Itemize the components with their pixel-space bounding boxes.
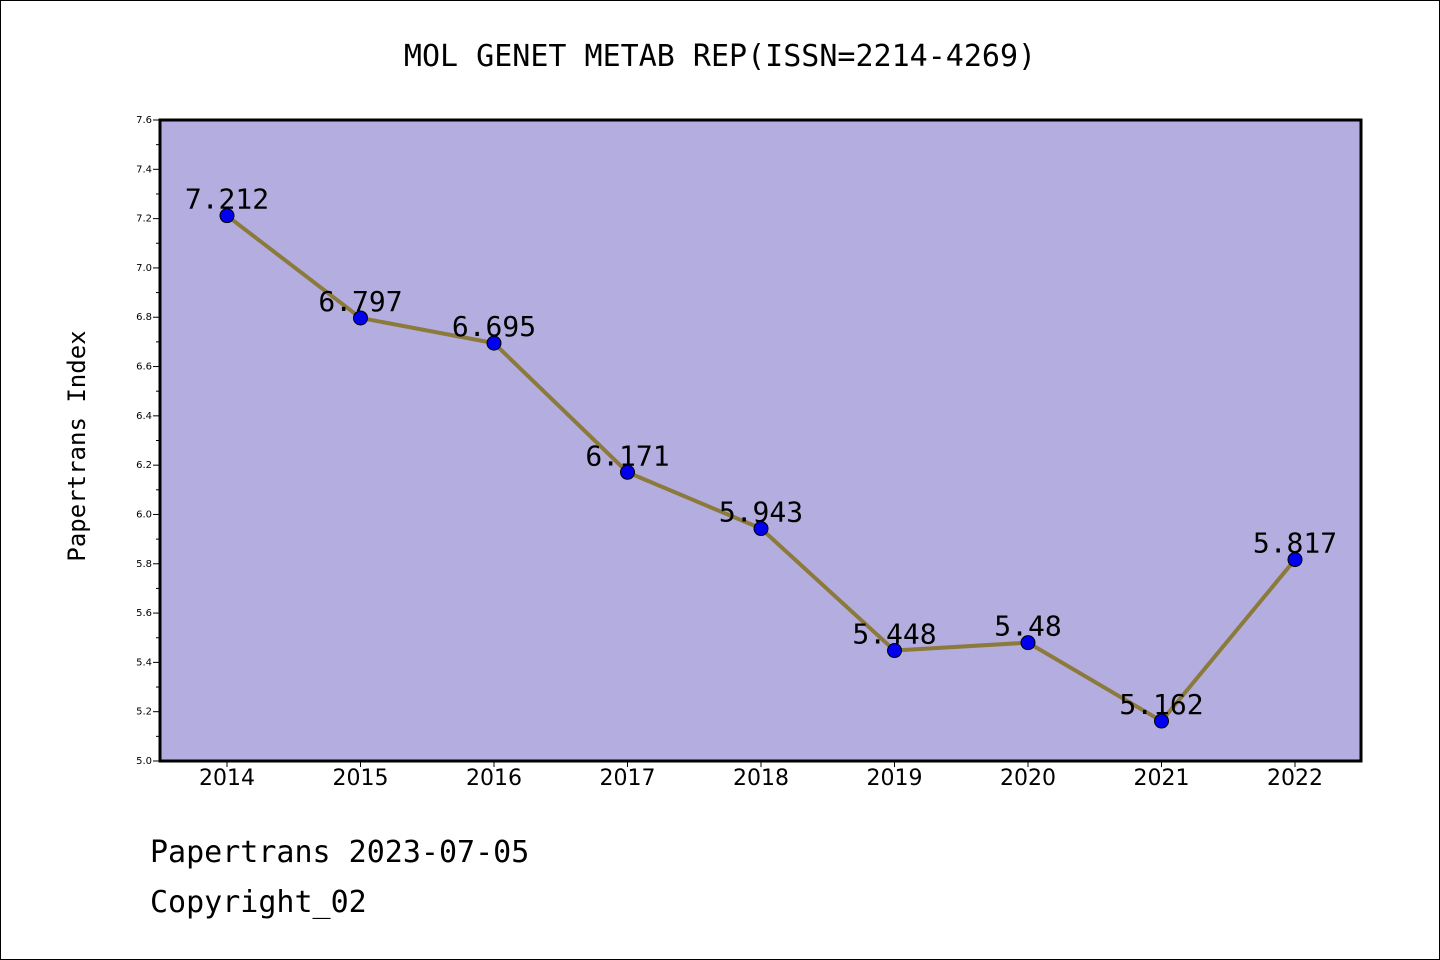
footer-date-text: Papertrans 2023-07-05: [150, 835, 530, 870]
x-tick-label: 2018: [733, 766, 789, 791]
series-layer: 7.212 6.797 6.695 6.171 5.943 5.448 5.48 5.162 5…: [185, 183, 1337, 729]
x-tick-label: 2021: [1134, 766, 1190, 791]
data-point: [753, 521, 769, 537]
x-tick-label: 2022: [1267, 766, 1323, 791]
y-tick-label: 7.6: [136, 115, 152, 126]
chart-title: MOL GENET METAB REP(ISSN=2214-4269): [404, 39, 1036, 74]
y-tick-label: 6.2: [136, 460, 152, 471]
y-axis-label: Papertrans Index: [63, 330, 91, 561]
y-tick-label: 7.0: [136, 263, 152, 274]
data-point: [353, 310, 368, 326]
x-tick-label: 2014: [199, 766, 255, 791]
data-label: 7.212: [185, 183, 269, 216]
data-label: 6.797: [318, 285, 402, 318]
y-tick-label: 5.4: [136, 657, 152, 668]
data-label: 5.162: [1119, 688, 1203, 721]
data-point: [486, 335, 502, 351]
data-point: [620, 464, 635, 480]
y-tick-label: 7.4: [136, 164, 152, 175]
y-tick-label: 5.0: [136, 756, 152, 767]
y-tick-label: 7.2: [136, 214, 152, 225]
data-point: [887, 643, 902, 659]
data-label: 5.48: [994, 610, 1061, 643]
data-point: [219, 208, 235, 224]
y-tick-label: 6.6: [136, 362, 152, 373]
y-tick-label: 5.6: [136, 608, 152, 619]
x-tick-label: 2019: [867, 766, 923, 791]
x-tick-label: 2016: [466, 766, 522, 791]
data-label: 5.817: [1253, 527, 1337, 560]
y-tick-label: 6.8: [136, 312, 152, 323]
y-tick-label: 5.2: [136, 707, 152, 718]
y-axis-ticks: 5.0 5.2 5.4 5.6 5.8 6.0 6.2 6.4 6.6 6.8 7.0 7.2 7.4 7…: [136, 115, 160, 767]
data-label: 6.171: [585, 439, 669, 472]
footer-copyright-text: Copyright_02: [150, 885, 367, 920]
y-tick-label: 6.0: [136, 509, 152, 520]
data-label: 5.448: [852, 618, 936, 651]
data-label: 6.695: [452, 310, 536, 343]
y-tick-label: 5.8: [136, 559, 152, 570]
plot-area: [158, 118, 1363, 763]
x-tick-label: 2020: [1000, 766, 1056, 791]
x-tick-label: 2017: [600, 766, 656, 791]
x-axis-ticks: 2014 2015 2016 2017 2018 2019 2020 2021 2022: [199, 761, 1323, 791]
data-label: 5.943: [719, 496, 803, 529]
x-tick-label: 2015: [333, 766, 389, 791]
y-tick-label: 6.4: [136, 411, 152, 422]
data-point: [1154, 713, 1169, 729]
data-point: [1020, 635, 1036, 651]
data-point: [1287, 552, 1303, 568]
